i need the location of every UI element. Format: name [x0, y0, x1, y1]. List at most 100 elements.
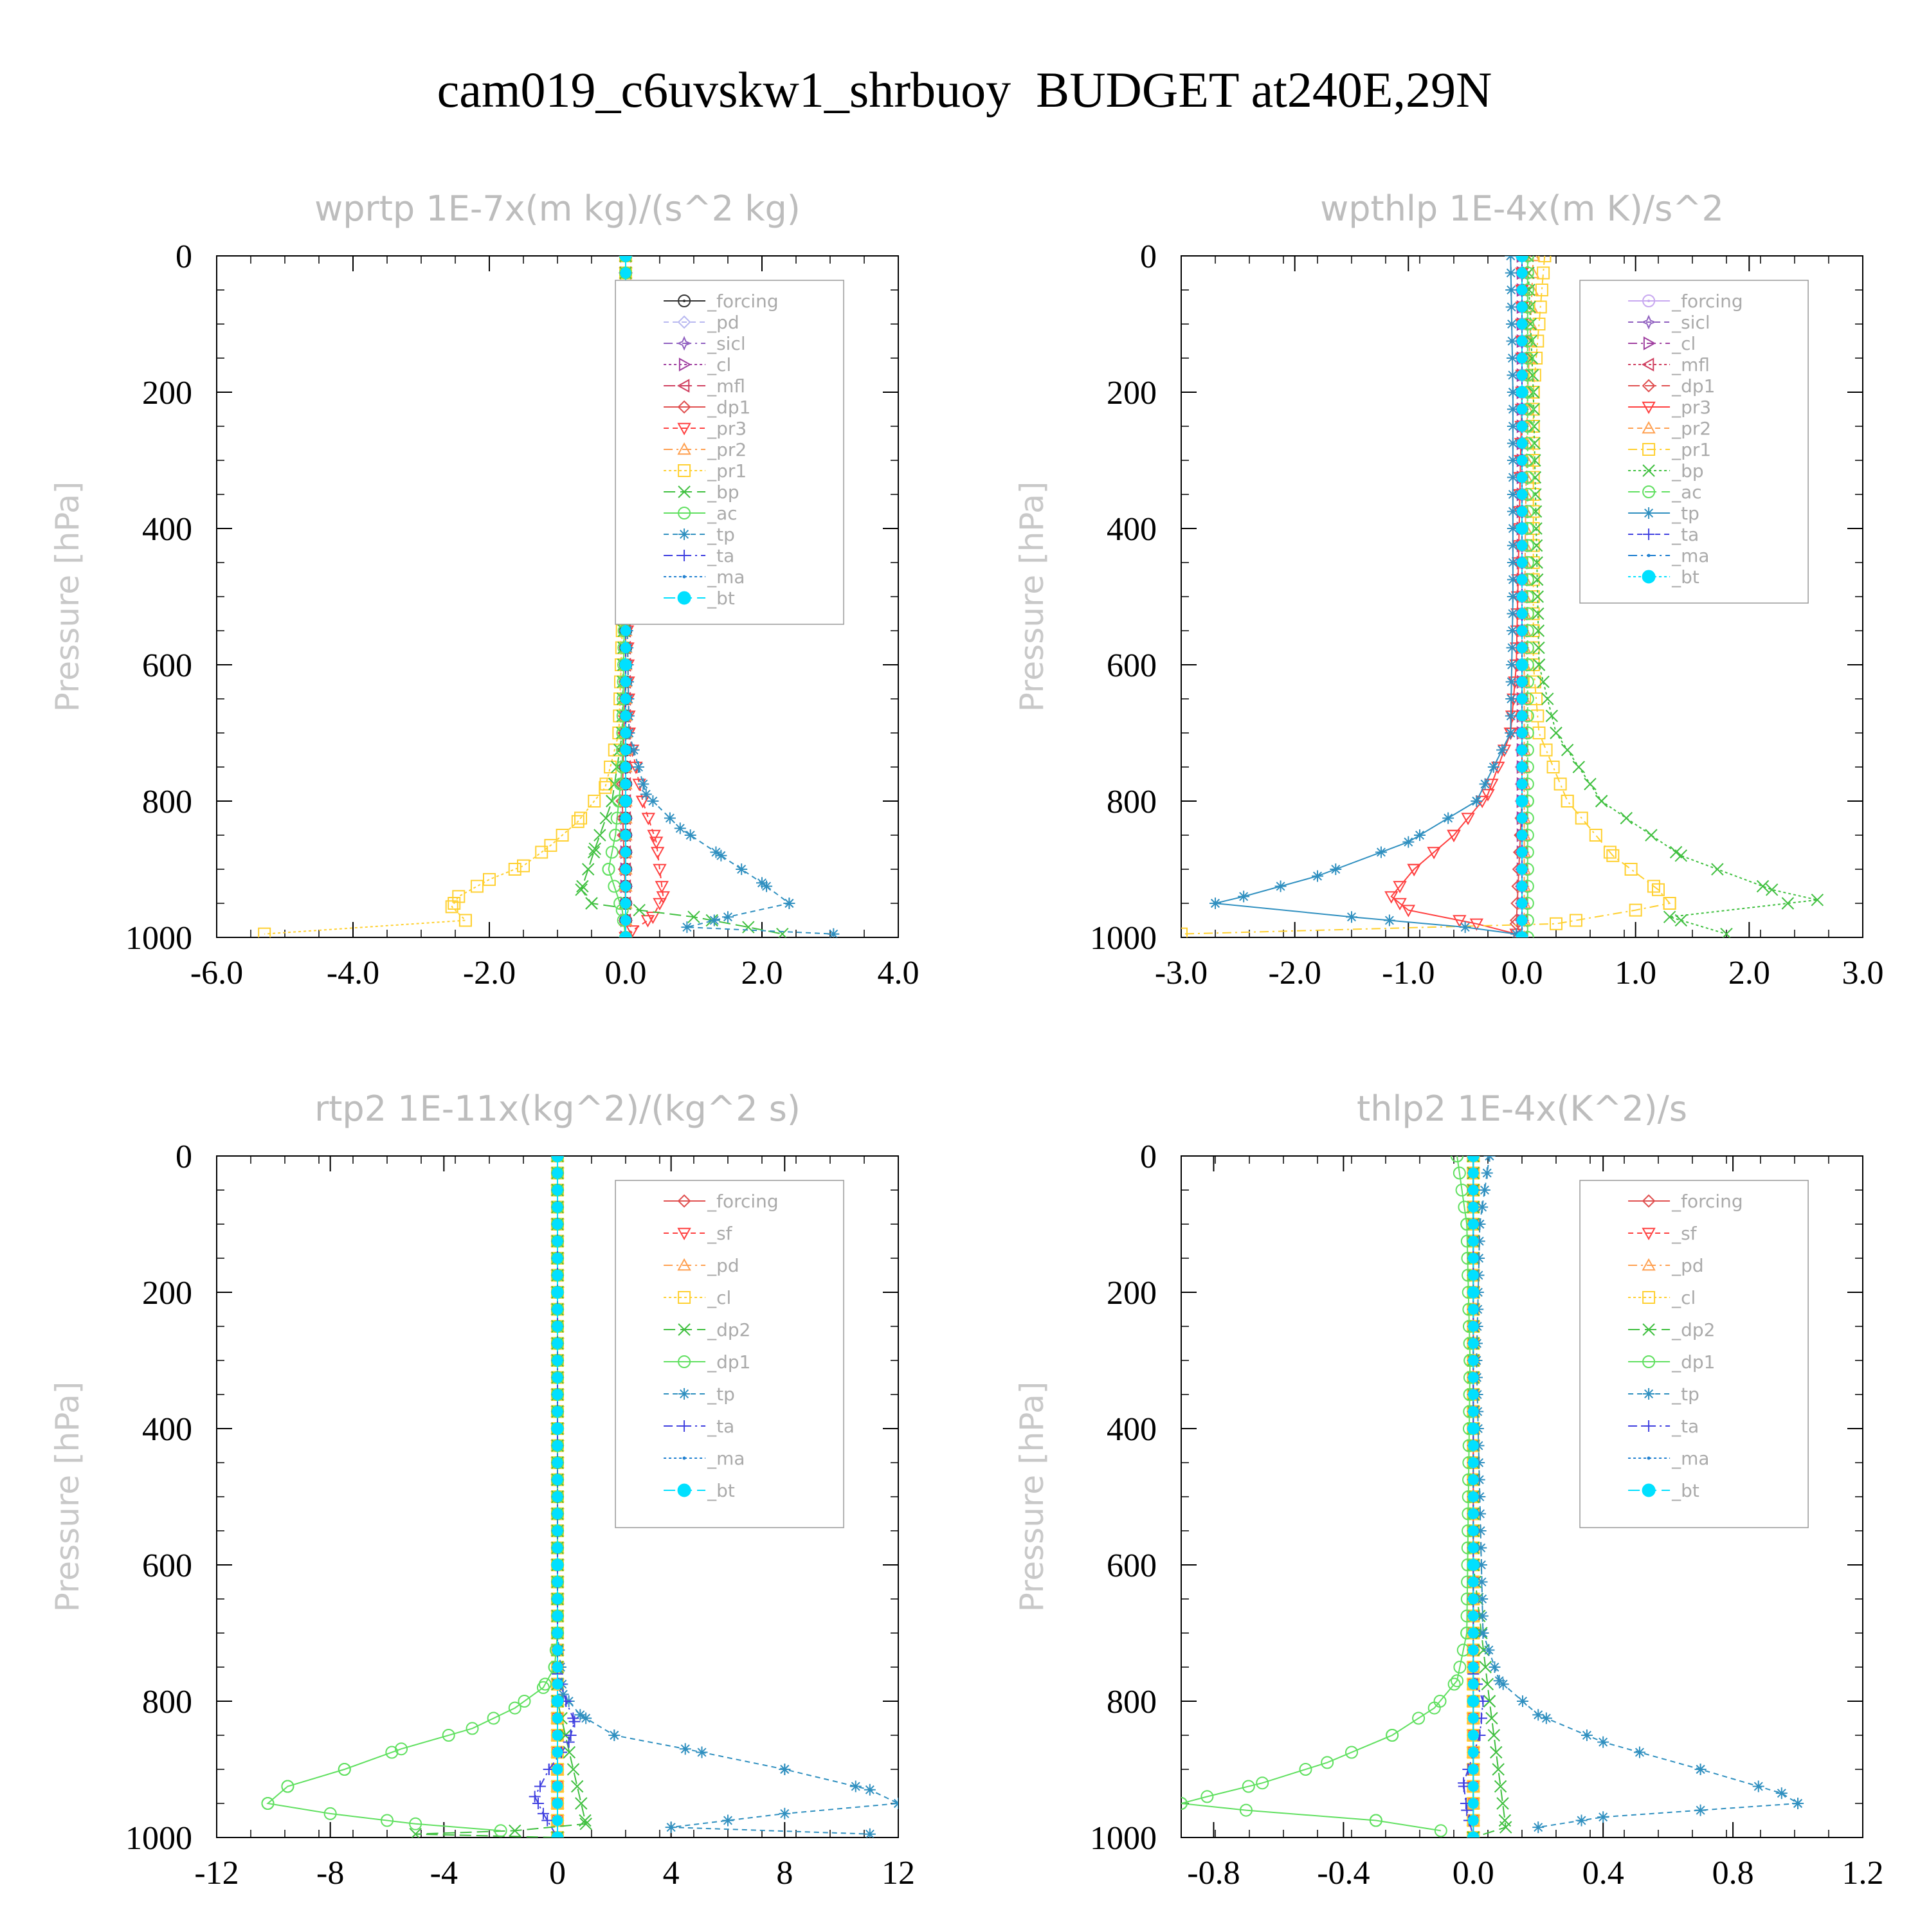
data-point: [552, 1747, 563, 1758]
data-point: [1765, 883, 1779, 896]
data-point: [1479, 778, 1491, 790]
y-tick-label: 200: [1107, 375, 1157, 411]
data-point: [1469, 918, 1484, 931]
legend-marker: [678, 357, 692, 372]
data-point: [1516, 676, 1528, 687]
x-tick-label: -0.8: [1187, 1855, 1240, 1891]
legend-entry-forcing: _forcing: [1628, 291, 1743, 312]
data-point: [1569, 914, 1582, 927]
y-tick-label: 800: [1107, 784, 1157, 820]
legend-entry-pd: _pd: [1628, 1255, 1704, 1276]
data-point: [679, 1743, 691, 1755]
data-point: [470, 880, 484, 893]
data-point: [588, 795, 601, 808]
legend-marker: [1642, 1355, 1656, 1368]
series-bp: [1521, 256, 1824, 937]
data-point: [1516, 745, 1528, 755]
data-point: [1507, 437, 1519, 449]
data-point: [1485, 1711, 1498, 1725]
data-point: [1507, 539, 1519, 552]
data-point: [537, 1807, 549, 1819]
data-point: [1467, 1781, 1479, 1792]
data-point: [1530, 556, 1543, 569]
chart-title: rtp2 1E-11x(kg^2)/(kg^2 s): [314, 1088, 801, 1129]
data-point: [1510, 928, 1523, 937]
data-point: [1584, 777, 1597, 791]
legend-marker: [1647, 554, 1651, 557]
data-point: [665, 1821, 677, 1834]
data-point: [552, 1236, 563, 1247]
data-point: [1606, 849, 1620, 862]
data-point: [494, 1824, 507, 1837]
data-point: [620, 625, 631, 636]
y-tick-label: 800: [1107, 1684, 1157, 1720]
legend-marker: [1642, 1483, 1656, 1497]
legend-label: _tp: [1671, 1384, 1699, 1405]
series-group: [261, 1156, 898, 1837]
legend-marker: [1642, 464, 1655, 477]
data-point: [1720, 927, 1733, 937]
x-tick-label: 0: [549, 1855, 566, 1891]
data-point: [1467, 1542, 1479, 1553]
legend-label: _sicl: [707, 333, 746, 354]
legend-label: _sf: [707, 1223, 733, 1244]
data-point: [1516, 915, 1528, 926]
data-point: [1467, 1389, 1479, 1400]
data-point: [1537, 675, 1550, 689]
data-point: [736, 863, 748, 875]
data-point: [620, 761, 631, 773]
data-point: [1414, 829, 1426, 841]
data-point: [1507, 455, 1519, 466]
data-point: [1528, 675, 1541, 689]
data-point: [574, 1709, 586, 1721]
legend-label: _cl: [1671, 1287, 1696, 1308]
data-point: [556, 829, 569, 842]
data-point: [606, 795, 619, 808]
x-tick-label: 0.8: [1712, 1855, 1754, 1891]
legend-label: _ta: [1671, 1416, 1699, 1437]
legend-label: _ma: [707, 1448, 745, 1469]
data-point: [1474, 1218, 1486, 1230]
legend-marker: [1643, 1420, 1655, 1432]
data-point: [1467, 1764, 1479, 1775]
data-point: [552, 1321, 563, 1332]
series-line-tp: [1215, 256, 1517, 935]
data-point: [532, 1798, 544, 1809]
data-point: [552, 1679, 563, 1690]
legend-marker: [677, 422, 691, 436]
legend-label: _forcing: [1671, 291, 1743, 312]
data-point: [1384, 891, 1399, 904]
data-point: [684, 829, 696, 841]
data-point: [1505, 284, 1517, 296]
legend-entry-forcing: _forcing: [664, 291, 779, 312]
legend-label: _pd: [707, 1255, 739, 1276]
data-point: [518, 1695, 531, 1708]
legend-marker: [1643, 1388, 1655, 1400]
legend-entry-dp2: _dp2: [664, 1319, 750, 1341]
legend-label: _pr2: [1671, 418, 1711, 439]
data-point: [1516, 829, 1528, 841]
data-point: [1467, 1508, 1479, 1519]
data-point: [552, 1611, 563, 1621]
data-point: [1476, 1576, 1488, 1588]
data-point: [1516, 625, 1528, 636]
legend-entry-ta: _ta: [1628, 1416, 1699, 1437]
data-point: [1633, 1746, 1645, 1758]
series-bt: [551, 1156, 564, 1837]
data-point: [1467, 1440, 1479, 1451]
legend-label: _cl: [707, 354, 731, 375]
legend-marker: [1643, 528, 1655, 540]
data-point: [1467, 1815, 1479, 1826]
panel-rtp2: rtp2 1E-11x(kg^2)/(kg^2 s) Pressure [hPa]…: [0, 1054, 964, 1929]
data-point: [552, 1798, 563, 1809]
data-point: [1453, 1166, 1466, 1180]
data-point: [1321, 1756, 1334, 1769]
data-point: [1490, 1746, 1503, 1759]
data-point: [552, 1270, 563, 1281]
y-tick-label: 1000: [125, 920, 192, 957]
data-point: [1516, 779, 1528, 790]
x-tick-label: 0.0: [1453, 1855, 1494, 1891]
y-tick-label: 200: [142, 375, 192, 411]
data-point: [1459, 921, 1471, 934]
legend-label: _forcing: [707, 1191, 779, 1212]
